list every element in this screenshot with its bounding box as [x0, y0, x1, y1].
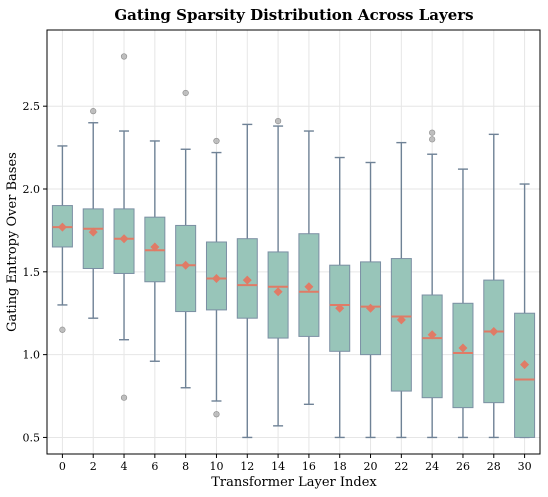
x-tick-label: 2: [90, 460, 97, 473]
outlier-point: [429, 136, 436, 143]
box-layer-6: [144, 140, 166, 362]
x-tick-label: 24: [425, 460, 439, 473]
mean-marker: [427, 330, 437, 340]
x-axis-label: Transformer Layer Index: [211, 475, 377, 490]
mean-marker: [181, 260, 191, 270]
y-tick-label: 2.0: [23, 183, 41, 196]
outlier-point: [59, 326, 66, 333]
mean-marker: [304, 282, 314, 292]
box-layer-14: [267, 117, 289, 427]
mean-marker: [150, 242, 160, 252]
x-tick-label: 10: [209, 460, 223, 473]
mean-marker: [57, 222, 67, 232]
mean-marker: [119, 234, 129, 244]
x-tick-label: 16: [302, 460, 316, 473]
x-tick-label: 30: [518, 460, 532, 473]
mean-marker: [211, 273, 221, 283]
outlier-point: [120, 53, 128, 60]
y-tick-label: 1.0: [23, 349, 41, 362]
y-tick-label: 1.5: [23, 266, 41, 279]
axes: 0.51.01.52.02.50 2 4 6 8 10 12 14 16 18 20 22 24 26 28…: [23, 100, 532, 473]
outlier-point: [213, 411, 220, 418]
outlier-point: [90, 108, 97, 115]
x-tick-label: 8: [182, 460, 189, 473]
outlier-point: [182, 89, 189, 97]
box-layer-20: [360, 161, 382, 439]
box-layer-2: [82, 108, 104, 319]
x-tick-label: 0: [59, 460, 66, 473]
box-layer-4: [113, 53, 135, 401]
mean-marker: [273, 287, 283, 297]
box-layer-30: [514, 183, 536, 439]
box-layer-8: [175, 89, 197, 389]
x-tick-label: 22: [394, 460, 408, 473]
box-iqr: [452, 302, 474, 409]
box-layer-12: [236, 123, 258, 439]
box-iqr: [421, 294, 443, 399]
x-tick-label: 26: [456, 460, 470, 473]
box-iqr: [390, 258, 412, 392]
x-tick-label: 14: [271, 460, 285, 473]
box-layer-22: [390, 141, 412, 439]
y-tick-label: 2.5: [23, 100, 41, 113]
mean-marker: [396, 315, 406, 325]
boxes: [51, 53, 536, 439]
mean-marker: [520, 360, 530, 370]
outlier-point: [120, 394, 128, 401]
box-layer-10: [205, 137, 227, 418]
box-layer-18: [329, 156, 351, 439]
x-tick-label: 20: [364, 460, 378, 473]
box-layer-26: [452, 168, 474, 439]
mean-marker: [242, 275, 252, 285]
y-tick-label: 0.5: [23, 431, 41, 444]
plot-frame: [46, 29, 541, 455]
mean-marker: [335, 303, 345, 313]
x-tick-label: 28: [487, 460, 501, 473]
box-layer-28: [483, 133, 505, 439]
mean-marker: [458, 343, 468, 353]
x-tick-label: 6: [151, 460, 158, 473]
box-iqr: [82, 208, 104, 269]
outlier-point: [274, 117, 282, 125]
box-iqr: [483, 279, 505, 404]
x-tick-label: 18: [333, 460, 347, 473]
chart-title: Gating Sparsity Distribution Across Laye…: [114, 6, 473, 24]
outlier-point: [213, 137, 220, 145]
mean-marker: [489, 326, 499, 336]
box-layer-0: [51, 145, 73, 333]
mean-marker: [88, 227, 98, 237]
y-axis-label: Gating Entropy Over Bases: [5, 152, 20, 332]
x-tick-label: 4: [121, 460, 128, 473]
x-tick-label: 12: [240, 460, 254, 473]
outlier-point: [429, 129, 436, 136]
box-iqr: [514, 312, 536, 438]
box-layer-24: [421, 129, 443, 439]
box-layer-16: [298, 130, 320, 406]
mean-marker: [366, 303, 376, 313]
